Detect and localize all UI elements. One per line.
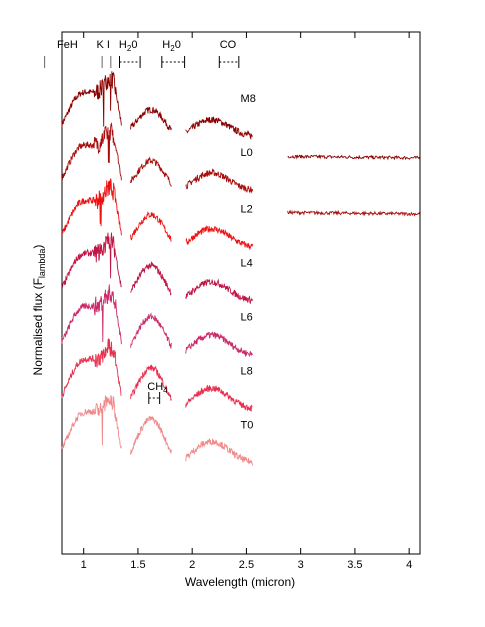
series-layer [61,71,421,466]
series-l8 [61,338,253,413]
x-tick-label: 2.5 [239,559,254,571]
x-axis-label: Wavelength (micron) [185,575,295,589]
series-label-t0: T0 [241,420,254,432]
x-tick-label: 1.5 [130,559,145,571]
series-l6 [61,284,253,358]
feature-annotations: FeH K I H20 H20 CO CH4 [44,39,240,404]
series-label-l6: L6 [241,312,253,324]
feature-label: H20 [119,39,138,53]
x-tick-label: 1 [81,559,87,571]
series-l0 [61,122,253,194]
x-tick-label: 2 [189,559,195,571]
series-l2 [61,178,253,251]
plot-frame [61,31,421,555]
series-label-m8: M8 [241,93,256,105]
series-label-l8: L8 [241,366,253,378]
series-label-l2: L2 [241,204,253,216]
feature-label: H20 [162,39,181,53]
series-t0 [61,395,253,466]
feature-label: K I [96,39,109,51]
x-tick-label: 4 [406,559,412,571]
feature-label: CO [220,39,237,51]
series-l4 [61,232,253,305]
series-label-l4: L4 [241,258,253,270]
plot-axes: 1 1.5 2 2.5 3 3.5 4 [61,31,421,571]
series-label-l0: L0 [241,147,253,159]
series-m8-lband [287,154,421,161]
y-axis-label: Normalised flux (Flambda) [31,245,47,376]
x-tick-label: 3 [298,559,304,571]
feature-label: CH4 [147,381,168,395]
series-l0-lband [287,209,421,217]
x-tick-label: 3.5 [347,559,362,571]
series-labels: M8 L0 L2 L4 L6 L8 T0 [241,93,256,432]
feature-label: FeH [57,39,78,51]
series-m8 [61,71,253,140]
